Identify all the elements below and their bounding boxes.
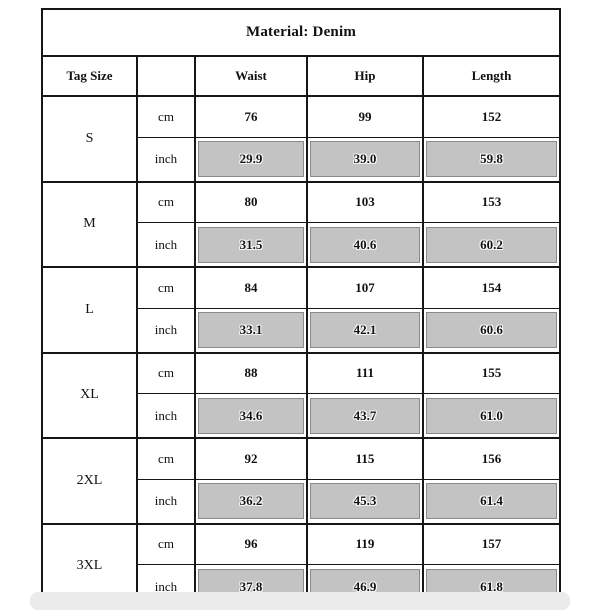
- value-s-hip-cm: 99: [306, 95, 424, 138]
- value-2xl-hip-inch: 45.3: [310, 483, 420, 519]
- unit-label-cm: cm: [136, 437, 196, 480]
- row-s-cm: S cm 76 99 152: [41, 95, 562, 182]
- row-xl-inch: inch 34.6 43.7 61.0: [42, 393, 562, 439]
- value-l-length-inch: 60.6: [426, 312, 558, 348]
- value-l-length-cm: 154: [421, 266, 562, 309]
- row-xl-cm: XL cm 88 111 155: [41, 351, 562, 439]
- unit-label-inch: inch: [136, 307, 196, 354]
- unit-label-cm: cm: [136, 266, 196, 309]
- size-chart-table: Material: Denim Tag Size Waist Hip Lengt…: [40, 8, 562, 610]
- value-xl-length-cm: 155: [421, 351, 562, 394]
- unit-label-cm: cm: [136, 522, 196, 565]
- value-xl-waist-cm: 88: [194, 351, 308, 394]
- row-3xl-cm: 3XL cm 96 119 157: [41, 522, 562, 610]
- value-xl-hip-inch-cell: 43.7: [306, 393, 424, 439]
- unit-label-inch: inch: [136, 393, 196, 439]
- value-s-waist-inch-cell: 29.9: [194, 136, 308, 183]
- value-l-hip-inch: 42.1: [310, 312, 420, 348]
- value-3xl-hip-cm: 119: [306, 522, 424, 565]
- column-header-hip: Hip: [306, 55, 424, 97]
- value-l-waist-cm: 84: [194, 266, 308, 309]
- row-m-cm: M cm 80 103 153: [41, 180, 562, 268]
- size-label-m: M: [41, 180, 138, 268]
- value-2xl-hip-inch-cell: 45.3: [306, 478, 424, 525]
- row-m-inch: inch 31.5 40.6 60.2: [42, 222, 562, 268]
- size-label-xl: XL: [41, 351, 138, 439]
- value-s-hip-inch: 39.0: [310, 141, 420, 177]
- value-m-hip-cm: 103: [306, 180, 424, 223]
- image-bottom-rounded-edge: [30, 592, 570, 610]
- unit-label-inch: inch: [136, 136, 196, 183]
- value-2xl-waist-inch-cell: 36.2: [194, 478, 308, 525]
- value-l-length-inch-cell: 60.6: [421, 307, 562, 354]
- value-m-hip-inch-cell: 40.6: [306, 222, 424, 268]
- column-header-unit-empty: [136, 55, 196, 97]
- value-2xl-hip-cm: 115: [306, 437, 424, 480]
- value-l-waist-inch: 33.1: [198, 312, 304, 348]
- value-s-length-inch-cell: 59.8: [421, 136, 562, 183]
- value-s-length-cm: 152: [421, 95, 562, 138]
- material-title-row: Material: Denim: [40, 8, 562, 57]
- unit-label-inch: inch: [136, 222, 196, 268]
- value-xl-waist-inch: 34.6: [198, 397, 304, 434]
- unit-label-cm: cm: [136, 351, 196, 394]
- column-header-waist: Waist: [194, 55, 308, 97]
- value-2xl-length-cm: 156: [421, 437, 562, 480]
- value-l-hip-cm: 107: [306, 266, 424, 309]
- value-l-waist-inch-cell: 33.1: [194, 307, 308, 354]
- value-l-hip-inch-cell: 42.1: [306, 307, 424, 354]
- value-s-hip-inch-cell: 39.0: [306, 136, 424, 183]
- size-label-s: S: [41, 95, 138, 182]
- value-s-waist-inch: 29.9: [198, 141, 304, 177]
- row-s-inch: inch 29.9 39.0 59.8: [42, 136, 562, 183]
- material-title: Material: Denim: [40, 8, 562, 57]
- value-2xl-length-inch: 61.4: [426, 483, 558, 519]
- value-xl-waist-inch-cell: 34.6: [194, 393, 308, 439]
- column-header-tag-size: Tag Size: [41, 55, 138, 97]
- value-2xl-length-inch-cell: 61.4: [421, 478, 562, 525]
- value-m-waist-cm: 80: [194, 180, 308, 223]
- row-2xl-cm: 2XL cm 92 115 156: [41, 437, 562, 524]
- value-m-waist-inch-cell: 31.5: [194, 222, 308, 268]
- value-m-length-inch: 60.2: [426, 226, 558, 263]
- unit-label-cm: cm: [136, 95, 196, 138]
- size-label-2xl: 2XL: [41, 437, 138, 524]
- value-xl-hip-cm: 111: [306, 351, 424, 394]
- value-m-length-cm: 153: [421, 180, 562, 223]
- column-header-length: Length: [421, 55, 562, 97]
- unit-label-cm: cm: [136, 180, 196, 223]
- column-header-row: Tag Size Waist Hip Length: [41, 55, 562, 97]
- value-m-hip-inch: 40.6: [310, 226, 420, 263]
- value-3xl-length-cm: 157: [421, 522, 562, 565]
- value-2xl-waist-cm: 92: [194, 437, 308, 480]
- value-2xl-waist-inch: 36.2: [198, 483, 304, 519]
- unit-label-inch: inch: [136, 478, 196, 525]
- size-label-l: L: [41, 266, 138, 353]
- row-l-cm: L cm 84 107 154: [41, 266, 562, 353]
- value-s-waist-cm: 76: [194, 95, 308, 138]
- value-m-waist-inch: 31.5: [198, 226, 304, 263]
- row-l-inch: inch 33.1 42.1 60.6: [42, 307, 562, 354]
- value-s-length-inch: 59.8: [426, 141, 558, 177]
- value-xl-length-inch-cell: 61.0: [421, 393, 562, 439]
- value-xl-hip-inch: 43.7: [310, 397, 420, 434]
- value-xl-length-inch: 61.0: [426, 397, 558, 434]
- value-m-length-inch-cell: 60.2: [421, 222, 562, 268]
- row-2xl-inch: inch 36.2 45.3 61.4: [42, 478, 562, 525]
- value-3xl-waist-cm: 96: [194, 522, 308, 565]
